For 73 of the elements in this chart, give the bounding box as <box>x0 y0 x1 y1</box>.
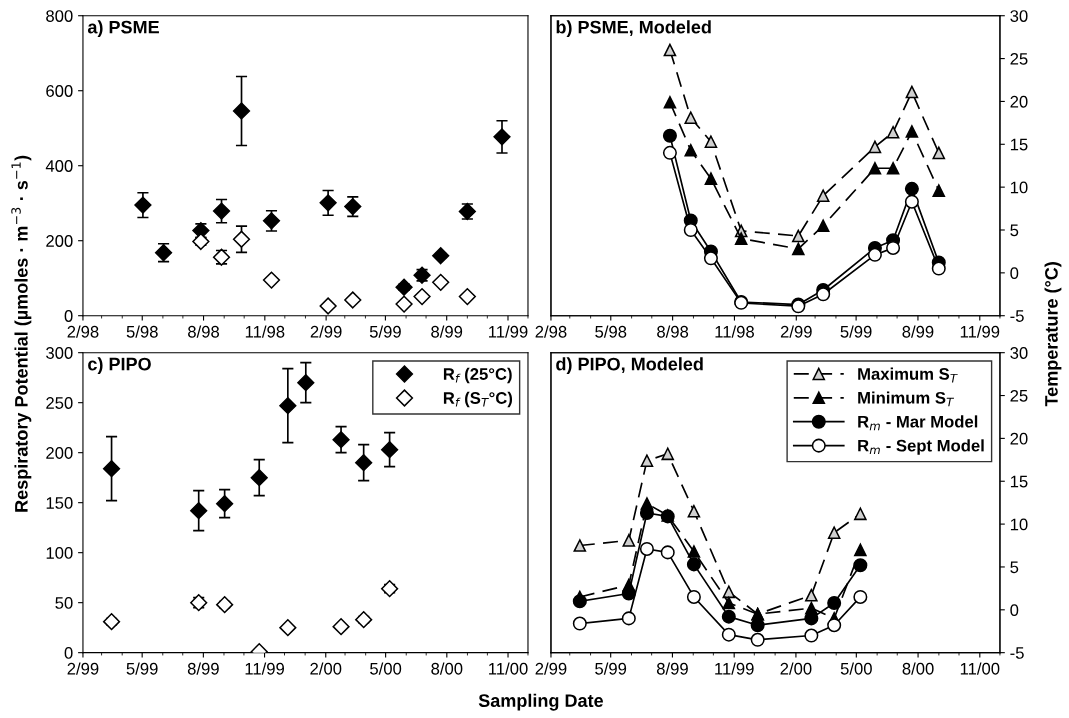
y2-tick-label: 30 <box>1010 10 1028 22</box>
y2-tick-label: 25 <box>1010 389 1028 402</box>
y2-tick-label: 30 <box>1010 347 1028 359</box>
x-tick-label: 8/98 <box>657 325 689 338</box>
y2-tick-label: 20 <box>1010 95 1028 108</box>
x-tick-label: 2/99 <box>780 325 812 338</box>
y2-axis-title: Temperature (°C) <box>1044 262 1062 407</box>
x-tick-label: 5/99 <box>369 325 401 338</box>
x-tick-label: 8/99 <box>187 662 219 675</box>
y2-tick-label: 0 <box>1010 267 1019 280</box>
x-tick-label: 2/98 <box>535 325 567 338</box>
x-tick-label: 11/00 <box>960 662 1000 675</box>
x-tick-label: 5/00 <box>370 662 402 675</box>
x-tick-label: 11/00 <box>489 662 528 675</box>
x-tick-label: 11/99 <box>960 325 1000 338</box>
x-tick-label: 8/99 <box>431 325 463 338</box>
x-tick-label: 8/00 <box>902 662 934 675</box>
x-tick-label: 8/00 <box>431 662 463 675</box>
y-tick-label: 400 <box>45 160 73 172</box>
x-tick-label: 8/99 <box>656 662 688 675</box>
y-tick-label: 100 <box>46 547 73 559</box>
y2-tick-label: -5 <box>1010 647 1024 659</box>
x-tick-label: 2/98 <box>67 325 99 338</box>
legend-label: R$_{m}$ - Mar Model <box>858 415 978 431</box>
y-tick-label: 200 <box>46 447 73 459</box>
y2-tick-label: 15 <box>1010 475 1028 488</box>
y2-tick-label: 20 <box>1010 432 1028 445</box>
x-tick-label: 2/99 <box>535 662 567 675</box>
x-tick-label: 5/99 <box>595 662 627 675</box>
x-tick-label: 11/98 <box>715 325 754 338</box>
chart-title: a) PSME <box>87 20 159 38</box>
y-tick-label: 150 <box>46 497 73 509</box>
y2-tick-label: 10 <box>1010 181 1028 194</box>
x-tick-label: 11/99 <box>245 662 285 675</box>
y2-tick-label: 10 <box>1010 518 1028 531</box>
y-tick-label: 600 <box>46 85 73 97</box>
legend-label: Maximum S$_{T}$ <box>858 367 958 383</box>
y2-tick-label: 25 <box>1010 52 1028 65</box>
x-tick-label: 2/00 <box>780 662 812 675</box>
y-tick-label: 250 <box>46 397 73 409</box>
x-tick-label: 8/99 <box>902 325 934 338</box>
x-tick-label: 11/98 <box>245 325 285 338</box>
y2-tick-label: -5 <box>1010 310 1024 322</box>
x-tick-label: 2/99 <box>67 662 99 675</box>
y-tick-label: 300 <box>46 347 73 359</box>
legend-label: R$_{f}$ (25°C) <box>443 367 512 384</box>
y2-tick-label: 5 <box>1010 224 1019 237</box>
x-tick-label: 5/00 <box>840 662 872 675</box>
y-tick-label: 800 <box>46 10 73 22</box>
chart-title: c) PIPO <box>88 357 151 375</box>
x-tick-label: 11/99 <box>715 662 754 675</box>
x-tick-label: 5/98 <box>595 325 627 338</box>
chart-title: b) PSME, Modeled <box>556 20 711 38</box>
y-tick-label: 0 <box>64 647 73 659</box>
x-tick-label: 2/00 <box>310 662 342 675</box>
y2-tick-label: 0 <box>1010 604 1019 617</box>
y2-tick-label: 5 <box>1010 561 1019 574</box>
y-tick-label: 200 <box>46 235 73 247</box>
legend-label: Minimum S$_{T}$ <box>858 391 955 407</box>
x-tick-label: 5/99 <box>126 662 158 675</box>
x-tick-label: 5/98 <box>126 325 158 338</box>
y-tick-label: 0 <box>64 310 73 322</box>
y2-tick-label: 15 <box>1010 138 1028 151</box>
x-axis-title: Sampling Date <box>478 693 604 711</box>
y-axis-title: Respiratory Potential (µmoles · m$^{−3}$ · s$^{−1}$) <box>11 155 32 512</box>
x-tick-label: 2/99 <box>310 325 342 338</box>
chart-title: d) PIPO, Modeled <box>556 357 703 375</box>
y-tick-label: 50 <box>55 597 73 609</box>
x-tick-label: 5/99 <box>840 325 872 338</box>
legend-label: R$_{f}$ (S$_{T}$°C) <box>443 391 513 408</box>
x-tick-label: 8/98 <box>188 325 220 338</box>
x-tick-label: 11/99 <box>489 325 528 338</box>
legend-label: R$_{m}$ - Sept Model <box>858 439 984 455</box>
